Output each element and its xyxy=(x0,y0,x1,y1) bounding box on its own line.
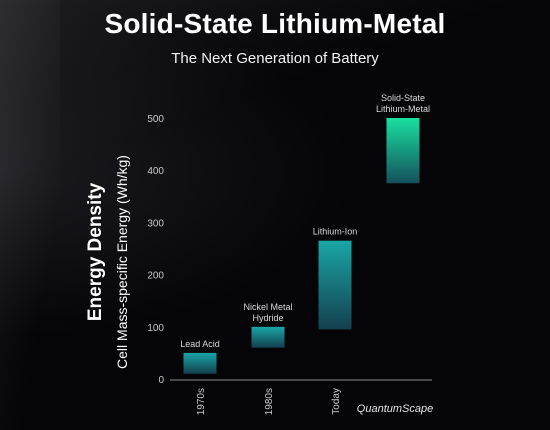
bar-label: Lithium-Metal xyxy=(376,104,430,114)
y-tick-label: 100 xyxy=(147,323,164,334)
bar-label: Hydride xyxy=(252,313,283,323)
bar-label: Lead Acid xyxy=(180,339,220,349)
x-category-label: 1970s xyxy=(196,388,207,415)
bar-1 xyxy=(183,352,217,374)
y-tick-label: 500 xyxy=(147,114,164,125)
bar-2 xyxy=(251,326,285,348)
y-tick-label: 200 xyxy=(147,271,164,282)
quantumscape-logo-text: QuantumScape xyxy=(357,403,433,415)
y-axis-title: Energy Density xyxy=(85,182,106,321)
page-title: Solid-State Lithium-Metal xyxy=(104,8,446,39)
bar-4 xyxy=(386,118,420,184)
x-axis-categories: 1970s 1980s Today xyxy=(196,388,342,415)
bar-3 xyxy=(318,240,352,330)
bar-label: Lithium-Ion xyxy=(313,227,358,237)
x-category-label: Today xyxy=(331,388,342,415)
bars xyxy=(183,118,420,374)
y-tick-label: 0 xyxy=(158,375,164,386)
y-axis-ticks: 0 100 200 300 400 500 xyxy=(147,114,164,386)
x-category-label: 1980s xyxy=(264,388,275,415)
y-tick-label: 300 xyxy=(147,218,164,229)
y-tick-label: 400 xyxy=(147,166,164,177)
bar-label: Solid-State xyxy=(381,93,425,103)
bar-label: Nickel Metal xyxy=(243,302,292,312)
page-subtitle: The Next Generation of Battery xyxy=(171,50,379,67)
y-axis-subtitle: Cell Mass-specific Energy (Wh/kg) xyxy=(114,155,130,369)
